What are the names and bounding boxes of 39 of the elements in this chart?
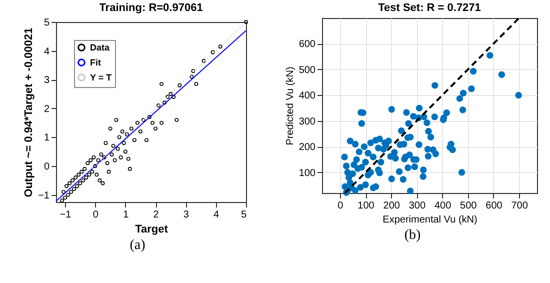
x-tick-label: 2 [152,210,159,220]
x-tick-label: 600 [486,200,503,212]
y-tick-label: 1 [43,132,50,144]
y-tick-label: 5 [43,18,50,28]
y-tick-label: 200 [298,142,316,154]
x-tick-label: 500 [460,200,478,212]
y-tick-label: 3 [43,75,50,86]
x-tick-label: −1 [59,210,72,220]
y-tick-label: 600 [298,39,316,50]
x-tick-label: 4 [213,210,220,220]
x-axis-title: Experimental Vu (kN) [382,214,478,226]
x-tick-label: 400 [434,200,452,212]
chart-title: Test Set: R = 0.7271 [378,2,481,14]
y-tick-label: 500 [298,64,316,76]
x-tick-label: 5 [240,210,246,220]
x-tick-label: 1 [122,210,129,220]
y-tick-label: 4 [43,46,50,58]
y-axis-title: Output ~= 0.94*Target + -0.00021 [22,28,35,198]
y-tick-label: 2 [43,104,50,115]
x-tick-label: 100 [358,200,375,212]
text: (b) [404,228,421,244]
legend-label: Y = T [90,72,112,82]
legend-label: Data [90,42,110,52]
chart-title: Training: R=0.97061 [98,2,202,14]
legend-label: Fit [90,58,100,68]
text: (a) [130,238,146,254]
x-axis-title: Target [134,224,168,236]
x-tick-label: 300 [408,200,426,212]
x-tick-label: 0 [338,200,344,212]
y-tick-label: 400 [298,90,316,102]
y-axis-title: Predicted Vu (kN) [284,66,296,146]
y-tick-label: 100 [298,168,316,179]
x-tick-label: 200 [383,200,400,212]
x-tick-label: 700 [511,200,528,212]
x-tick-label: 3 [182,210,189,220]
y-tick-label: 0 [43,162,50,172]
y-tick-label: −1 [38,190,50,202]
x-tick-label: 0 [92,210,98,220]
y-tick-label: 300 [298,116,316,128]
